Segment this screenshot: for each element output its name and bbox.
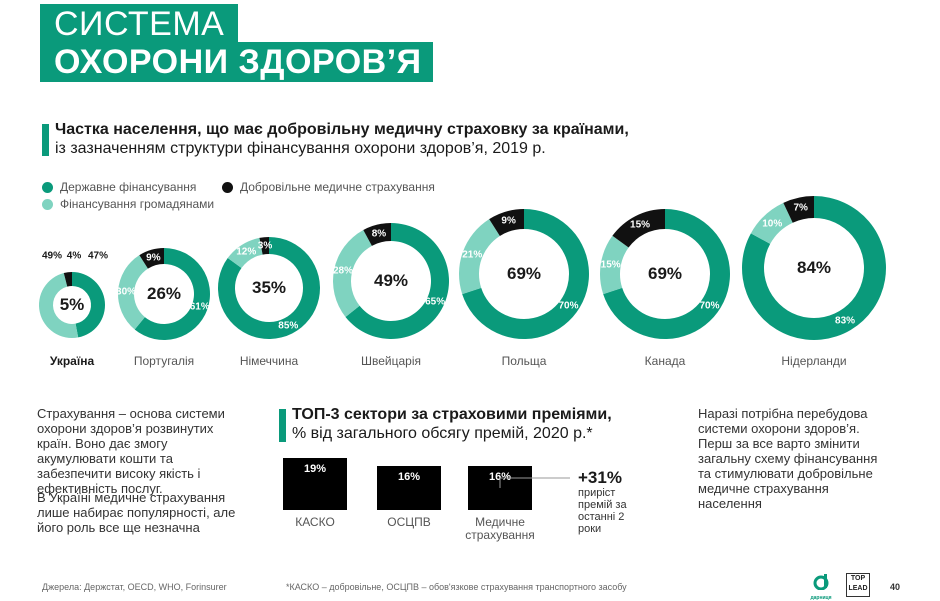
donut-country-label: Португалія	[133, 354, 195, 368]
donut-center-value: 49%	[373, 271, 409, 290]
legend-voluntary: Добровільне медичне страхування	[222, 180, 435, 194]
donut-segment-voluntary	[63, 272, 72, 287]
donut-country-label: Україна	[49, 354, 95, 368]
donut-segment-voluntary	[612, 209, 665, 248]
donut-segment-state	[462, 209, 589, 339]
legend-state: Державне фінансування	[42, 180, 196, 194]
donut-percent-state: 70%	[699, 300, 720, 312]
chart-subheading: із зазначенням структури фінансування ох…	[55, 140, 546, 157]
darnitsa-logo-text: дарниця	[810, 595, 832, 601]
right-paragraph: Наразі потрібна перебудова системи охоро…	[698, 406, 878, 511]
donut-segment-citizens	[458, 219, 500, 295]
donut-percent-state: 61%	[189, 301, 210, 313]
donut-segment-state	[134, 248, 211, 340]
toplead-logo-line1: TOP	[850, 575, 866, 582]
footer-sources: Джерела: Держстат, OECD, WHO, Forinsurer	[42, 582, 227, 592]
page-number: 40	[890, 582, 901, 592]
legend-dot-voluntary	[222, 181, 233, 193]
donut-segment-voluntary	[139, 248, 164, 269]
donut-percent-citizens: 28%	[332, 265, 353, 277]
donut-percent-voluntary: 7%	[793, 202, 808, 214]
sectors-subheading: % від загального обсягу премій, 2020 р.*	[292, 425, 593, 442]
donut-labels: 47% 49% 4% 5% Україна 61% 30% 9% 26% Португалія 85…	[41, 202, 856, 368]
chart-heading: Частка населення, що має добровільну мед…	[55, 121, 629, 138]
donut-segment-state	[218, 237, 320, 339]
donut-charts	[38, 196, 887, 340]
sectors-heading-accent	[279, 409, 286, 442]
sector-bar	[377, 466, 441, 510]
page-title-line1: СИСТЕМА	[40, 4, 239, 44]
darnitsa-logo-icon	[813, 574, 829, 591]
left-paragraph-1: Страхування – основа системи охорони здо…	[37, 406, 225, 496]
donut-center-value: 69%	[506, 264, 542, 283]
donut-percent-citizens: 10%	[762, 218, 783, 230]
donut-percent-state: 85%	[278, 320, 299, 332]
sector-bar	[468, 466, 532, 510]
legend-label-state: Державне фінансування	[60, 180, 197, 194]
donut-segment-citizens	[38, 273, 79, 338]
heading-accent	[42, 124, 49, 156]
donut-segment-voluntary	[363, 223, 391, 246]
donut-center-value: 26%	[146, 284, 182, 303]
donut-segment-citizens	[333, 230, 372, 317]
sector-category-label: КАСКО	[295, 515, 335, 529]
donut-center-value: 69%	[647, 264, 683, 283]
growth-value: +31%	[578, 468, 622, 487]
donut-country-label: Німеччина	[239, 354, 299, 368]
donut-percent-voluntary: 15%	[630, 219, 651, 231]
sectors-heading: ТОП-3 сектори за страховими преміями,	[292, 406, 612, 423]
donut-percent-citizens: 15%	[600, 259, 621, 271]
donut-country-label: Нідерланди	[781, 354, 847, 368]
donut-percent-state: 65%	[425, 296, 446, 308]
donut-segment-voluntary	[259, 237, 269, 255]
left-paragraph-2: В Україні медичне страхування лише набир…	[37, 490, 236, 535]
donut-center-value: 5%	[59, 295, 85, 314]
legend-citizens: Фінансування громадянами	[42, 197, 214, 211]
donut-segment-citizens	[600, 235, 629, 295]
donut-percent-state: 70%	[558, 300, 579, 312]
donut-segment-state	[72, 272, 106, 338]
donut-percent-voluntary: 3%	[257, 240, 273, 252]
legend-label-voluntary: Добровільне медичне страхування	[240, 180, 435, 194]
toplead-logo-line2: LEAD	[848, 585, 868, 592]
donut-center-value: 35%	[251, 278, 287, 297]
donut-segment-state	[742, 196, 887, 340]
donut-country-label: Польща	[501, 354, 547, 368]
donut-percent-citizens: 30%	[116, 286, 137, 298]
donut-segment-citizens	[750, 202, 793, 244]
donut-country-label: Швейцарія	[361, 354, 421, 368]
donut-segment-citizens	[227, 237, 263, 269]
donut-percent-state: 47%	[87, 250, 109, 262]
sector-category-label: ОСЦПВ	[387, 515, 431, 529]
donut-segment-state	[603, 209, 731, 340]
donut-segment-state	[345, 223, 449, 339]
legend-label-citizens: Фінансування громадянами	[60, 197, 215, 211]
sector-value-label: 16%	[397, 471, 421, 484]
sector-value-label: 19%	[303, 463, 327, 475]
donut-center-value: 84%	[796, 258, 832, 277]
donut-percent-citizens: 49%	[41, 250, 63, 262]
darnitsa-logo: дарниця	[806, 574, 836, 601]
sector-value-label: 16%	[488, 471, 512, 484]
growth-text: приріст премій за останні 2 роки	[578, 487, 627, 535]
donut-percent-citizens: 21%	[462, 249, 483, 261]
donut-percent-citizens: 12%	[236, 246, 257, 258]
footer-note: *КАСКО – добровільне, ОСЦПВ – обов'язков…	[286, 582, 627, 592]
donut-segment-voluntary	[489, 209, 524, 237]
page-title-line2: ОХОРОНИ ЗДОРОВ’Я	[40, 42, 433, 82]
donut-segment-citizens	[117, 255, 148, 330]
legend-dot-state	[42, 181, 53, 193]
donut-percent-voluntary: 4%	[66, 250, 82, 262]
donut-percent-voluntary: 9%	[501, 215, 516, 227]
sector-bar	[283, 458, 347, 510]
donut-country-label: Канада	[644, 354, 686, 368]
donut-segment-voluntary	[783, 196, 814, 223]
sector-category-label: Медичне страхування	[465, 515, 535, 542]
legend-dot-citizens	[42, 198, 53, 210]
donut-percent-voluntary: 9%	[146, 252, 161, 263]
toplead-logo: TOP LEAD	[846, 573, 870, 597]
donut-percent-state: 83%	[835, 315, 856, 326]
donut-percent-voluntary: 8%	[371, 228, 387, 239]
